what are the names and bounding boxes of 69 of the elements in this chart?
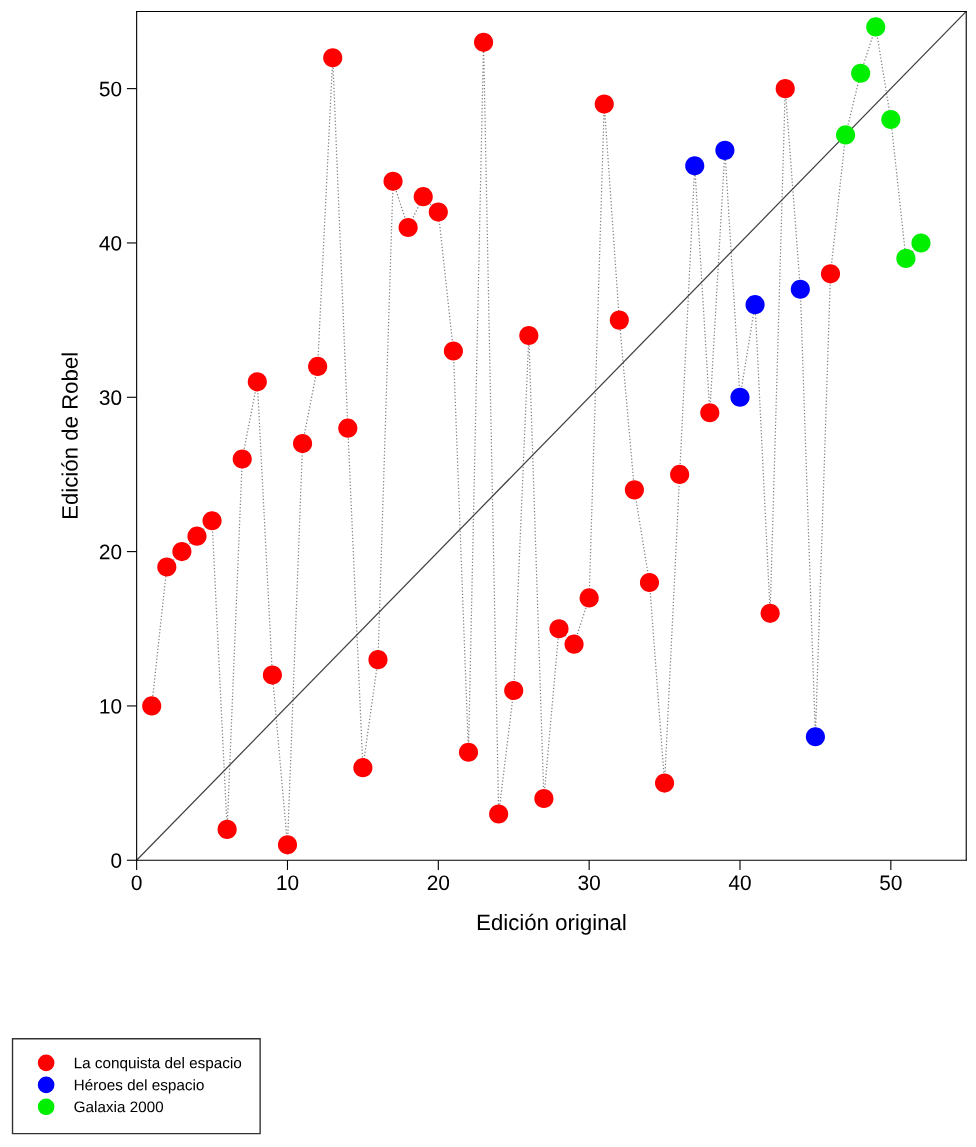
y-tick-label: 20 xyxy=(99,544,122,560)
point xyxy=(745,295,765,315)
point xyxy=(896,248,916,268)
point xyxy=(247,372,267,392)
x-tick-label: 20 xyxy=(427,875,450,891)
point xyxy=(715,140,735,160)
point xyxy=(383,171,403,191)
point xyxy=(820,264,841,284)
point xyxy=(700,403,720,423)
point xyxy=(730,387,750,407)
point xyxy=(851,63,871,83)
point xyxy=(911,233,931,253)
y-tick-label: 40 xyxy=(99,235,122,251)
legend-label: Héroes del espacio xyxy=(74,1078,204,1094)
point xyxy=(428,202,448,222)
point xyxy=(670,464,690,485)
y-tick-label: 0 xyxy=(111,853,122,868)
point xyxy=(836,125,856,145)
point xyxy=(489,804,509,824)
legend-label: La conquista del espacio xyxy=(74,1057,242,1072)
point xyxy=(368,650,388,670)
point xyxy=(292,434,313,454)
point xyxy=(654,773,675,793)
point xyxy=(413,187,433,207)
point xyxy=(549,619,569,639)
point xyxy=(564,634,584,654)
x-tick-label: 30 xyxy=(578,875,600,891)
point xyxy=(473,32,494,52)
point xyxy=(881,109,901,130)
point xyxy=(519,325,539,346)
point xyxy=(308,356,328,376)
legend-label: Galaxia 2000 xyxy=(74,1101,164,1113)
point xyxy=(639,572,660,593)
x-tick-label: 10 xyxy=(277,875,299,891)
y-tick-label: 10 xyxy=(100,698,122,714)
point xyxy=(866,17,886,37)
point xyxy=(760,603,780,623)
point xyxy=(187,526,207,546)
point xyxy=(142,696,162,716)
y-tick-label: 50 xyxy=(99,81,122,97)
point xyxy=(398,217,418,238)
x-tick-label: 50 xyxy=(880,875,902,891)
x-tick-label: 40 xyxy=(728,875,751,891)
point xyxy=(157,557,177,577)
point xyxy=(805,727,825,747)
point xyxy=(232,449,252,469)
point xyxy=(172,542,192,562)
x-axis-title: Edición original xyxy=(477,913,626,935)
point xyxy=(624,480,644,500)
point xyxy=(609,310,629,330)
point xyxy=(458,742,479,762)
point xyxy=(504,680,524,701)
point xyxy=(353,758,373,778)
point xyxy=(579,588,599,608)
x-tick-label: 0 xyxy=(131,875,142,891)
point xyxy=(685,156,705,176)
point xyxy=(202,511,222,531)
point xyxy=(277,835,298,855)
point xyxy=(775,79,795,99)
y-axis-title: Edición de Robel xyxy=(61,353,78,519)
point xyxy=(790,279,810,299)
point xyxy=(443,341,463,361)
point xyxy=(534,788,554,809)
point xyxy=(323,48,343,68)
point xyxy=(262,665,282,685)
point xyxy=(338,418,358,438)
point xyxy=(217,819,237,839)
y-tick-label: 30 xyxy=(99,390,122,406)
point xyxy=(594,94,614,114)
